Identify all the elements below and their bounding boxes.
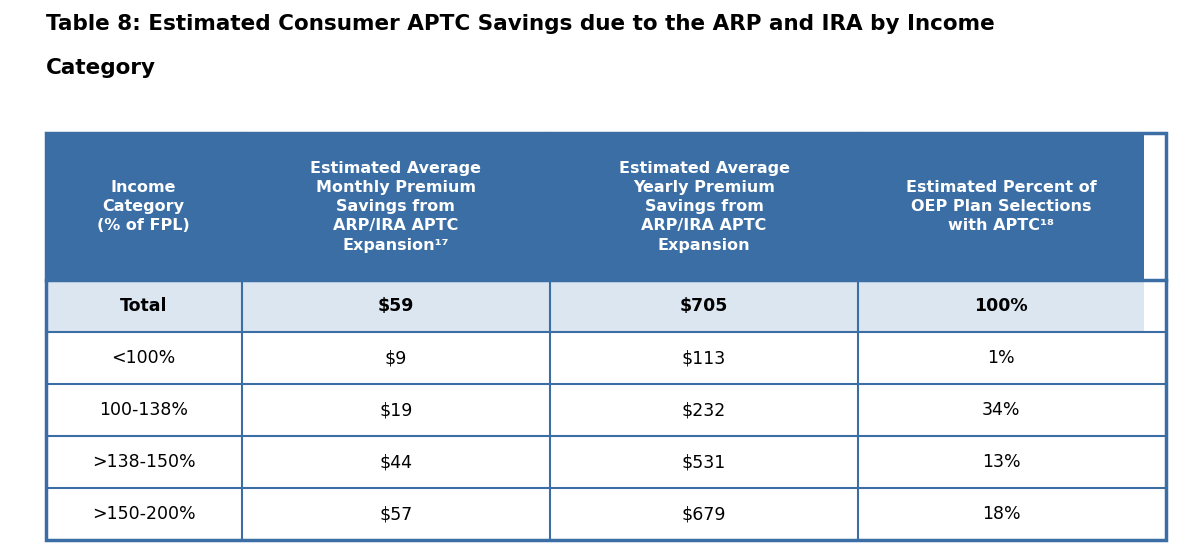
Text: $531: $531 bbox=[682, 453, 726, 471]
Text: Total: Total bbox=[120, 297, 168, 315]
Text: Category: Category bbox=[46, 58, 156, 78]
Text: Income
Category
(% of FPL): Income Category (% of FPL) bbox=[97, 180, 190, 234]
Text: 18%: 18% bbox=[982, 505, 1020, 523]
Text: Estimated Average
Yearly Premium
Savings from
ARP/IRA APTC
Expansion: Estimated Average Yearly Premium Savings… bbox=[618, 161, 790, 252]
Text: $9: $9 bbox=[385, 349, 407, 367]
Text: <100%: <100% bbox=[112, 349, 175, 367]
Text: $232: $232 bbox=[682, 401, 726, 419]
Text: $59: $59 bbox=[378, 297, 414, 315]
Text: 34%: 34% bbox=[982, 401, 1020, 419]
Text: $679: $679 bbox=[682, 505, 726, 523]
Text: $705: $705 bbox=[680, 297, 728, 315]
Text: 13%: 13% bbox=[982, 453, 1020, 471]
Text: >150-200%: >150-200% bbox=[92, 505, 196, 523]
Text: 100-138%: 100-138% bbox=[100, 401, 188, 419]
Text: Estimated Percent of
OEP Plan Selections
with APTC¹⁸: Estimated Percent of OEP Plan Selections… bbox=[906, 180, 1097, 234]
Text: $19: $19 bbox=[379, 401, 413, 419]
Text: 1%: 1% bbox=[988, 349, 1015, 367]
Text: Table 8: Estimated Consumer APTC Savings due to the ARP and IRA by Income: Table 8: Estimated Consumer APTC Savings… bbox=[46, 14, 995, 34]
Text: $113: $113 bbox=[682, 349, 726, 367]
Text: $57: $57 bbox=[379, 505, 413, 523]
Text: Estimated Average
Monthly Premium
Savings from
ARP/IRA APTC
Expansion¹⁷: Estimated Average Monthly Premium Saving… bbox=[311, 161, 481, 252]
Text: 100%: 100% bbox=[974, 297, 1028, 315]
Text: $44: $44 bbox=[379, 453, 413, 471]
Text: >138-150%: >138-150% bbox=[92, 453, 196, 471]
